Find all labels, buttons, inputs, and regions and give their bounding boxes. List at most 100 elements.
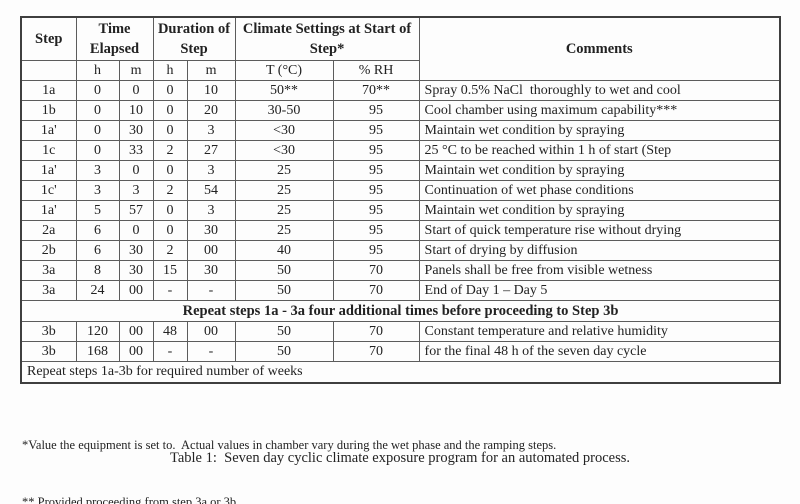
cell-te-h: 6 bbox=[75, 240, 120, 261]
cell-rh: 95 bbox=[332, 160, 420, 181]
cell-comment: Maintain wet condition by spraying bbox=[418, 200, 781, 221]
cell-comment: End of Day 1 – Day 5 bbox=[418, 280, 781, 301]
cell-d-h: 0 bbox=[152, 100, 188, 121]
climate-program-table: Step Time Elapsed Duration of Step Clima… bbox=[20, 16, 781, 384]
cell-temp: 40 bbox=[234, 240, 334, 261]
cell-d-m: 00 bbox=[186, 240, 236, 261]
repeat-footer-text: Repeat steps 1a-3b for required number o… bbox=[20, 361, 781, 384]
cell-te-h: 120 bbox=[75, 321, 120, 342]
cell-te-h: 3 bbox=[75, 160, 120, 181]
cell-te-m: 33 bbox=[118, 140, 154, 161]
cell-rh: 95 bbox=[332, 140, 420, 161]
cell-te-m: 10 bbox=[118, 100, 154, 121]
cell-temp: <30 bbox=[234, 120, 334, 141]
cell-rh: 95 bbox=[332, 240, 420, 261]
header-empty bbox=[20, 60, 77, 81]
cell-rh: 95 bbox=[332, 220, 420, 241]
cell-step: 1a' bbox=[20, 200, 77, 221]
cell-step: 1c bbox=[20, 140, 77, 161]
cell-step: 3b bbox=[20, 341, 77, 362]
cell-d-h: 0 bbox=[152, 220, 188, 241]
cell-d-h: 48 bbox=[152, 321, 188, 342]
cell-d-h: 2 bbox=[152, 240, 188, 261]
cell-d-m: 3 bbox=[186, 160, 236, 181]
cell-temp: 50 bbox=[234, 341, 334, 362]
cell-te-h: 3 bbox=[75, 180, 120, 201]
header-step: Step bbox=[20, 16, 77, 61]
repeat-banner-row: Repeat steps 1a - 3a four additional tim… bbox=[20, 300, 781, 322]
cell-temp: 30-50 bbox=[234, 100, 334, 121]
cell-temp: 50** bbox=[234, 80, 334, 101]
cell-d-m: 30 bbox=[186, 220, 236, 241]
cell-comment: Continuation of wet phase conditions bbox=[418, 180, 781, 201]
cell-d-m: 3 bbox=[186, 120, 236, 141]
cell-d-h: 0 bbox=[152, 200, 188, 221]
cell-te-h: 0 bbox=[75, 100, 120, 121]
cell-d-h: 0 bbox=[152, 160, 188, 181]
cell-te-h: 168 bbox=[75, 341, 120, 362]
cell-rh: 95 bbox=[332, 100, 420, 121]
table-row: 1a' 3 0 0 3 25 95 Maintain wet condition… bbox=[20, 160, 781, 181]
header-temp: T (°C) bbox=[234, 60, 334, 81]
cell-temp: 25 bbox=[234, 220, 334, 241]
header-rh: % RH bbox=[332, 60, 420, 81]
cell-d-m: - bbox=[186, 280, 236, 301]
cell-temp: 25 bbox=[234, 160, 334, 181]
cell-te-h: 0 bbox=[75, 140, 120, 161]
cell-d-m: 10 bbox=[186, 80, 236, 101]
cell-te-m: 00 bbox=[118, 280, 154, 301]
cell-comment: Maintain wet condition by spraying bbox=[418, 160, 781, 181]
cell-step: 3a bbox=[20, 260, 77, 281]
repeat-footer-row: Repeat steps 1a-3b for required number o… bbox=[20, 361, 781, 384]
cell-d-h: 0 bbox=[152, 120, 188, 141]
cell-comment: Constant temperature and relative humidi… bbox=[418, 321, 781, 342]
cell-rh: 70 bbox=[332, 280, 420, 301]
cell-te-m: 00 bbox=[118, 321, 154, 342]
cell-te-m: 30 bbox=[118, 120, 154, 141]
table-row: 3b 168 00 - - 50 70 for the final 48 h o… bbox=[20, 341, 781, 362]
header-d-m: m bbox=[186, 60, 236, 81]
cell-d-h: - bbox=[152, 280, 188, 301]
header-duration: Duration of Step bbox=[152, 16, 236, 61]
table-row: 1b 0 10 0 20 30-50 95 Cool chamber using… bbox=[20, 100, 781, 121]
cell-comment: Spray 0.5% NaCl thoroughly to wet and co… bbox=[418, 80, 781, 101]
cell-step: 3a bbox=[20, 280, 77, 301]
footnotes: *Value the equipment is set to. Actual v… bbox=[22, 399, 556, 504]
cell-te-h: 24 bbox=[75, 280, 120, 301]
cell-comment: Panels shall be free from visible wetnes… bbox=[418, 260, 781, 281]
cell-d-m: 30 bbox=[186, 260, 236, 281]
cell-step: 1c' bbox=[20, 180, 77, 201]
cell-step: 1a bbox=[20, 80, 77, 101]
table-row: 1a' 0 30 0 3 <30 95 Maintain wet conditi… bbox=[20, 120, 781, 141]
cell-d-h: - bbox=[152, 341, 188, 362]
footnote-2: ** Provided proceeding from step 3a or 3… bbox=[22, 494, 240, 504]
cell-temp: 25 bbox=[234, 200, 334, 221]
table-row: 1a 0 0 0 10 50** 70** Spray 0.5% NaCl th… bbox=[20, 80, 781, 101]
cell-rh: 95 bbox=[332, 200, 420, 221]
cell-d-h: 15 bbox=[152, 260, 188, 281]
cell-comment: for the final 48 h of the seven day cycl… bbox=[418, 341, 781, 362]
cell-te-h: 5 bbox=[75, 200, 120, 221]
cell-step: 2a bbox=[20, 220, 77, 241]
cell-te-h: 8 bbox=[75, 260, 120, 281]
cell-te-m: 3 bbox=[118, 180, 154, 201]
cell-te-m: 0 bbox=[118, 80, 154, 101]
cell-d-m: 54 bbox=[186, 180, 236, 201]
cell-d-m: 3 bbox=[186, 200, 236, 221]
cell-rh: 70 bbox=[332, 260, 420, 281]
cell-te-m: 30 bbox=[118, 240, 154, 261]
cell-comment: 25 °C to be reached within 1 h of start … bbox=[418, 140, 781, 161]
cell-te-m: 57 bbox=[118, 200, 154, 221]
table-row: 3a 24 00 - - 50 70 End of Day 1 – Day 5 bbox=[20, 280, 781, 301]
cell-step: 3b bbox=[20, 321, 77, 342]
table-row: 1c 0 33 2 27 <30 95 25 °C to be reached … bbox=[20, 140, 781, 161]
cell-d-m: 20 bbox=[186, 100, 236, 121]
cell-d-m: 27 bbox=[186, 140, 236, 161]
cell-d-h: 2 bbox=[152, 180, 188, 201]
cell-step: 2b bbox=[20, 240, 77, 261]
header-comments: Comments bbox=[418, 16, 781, 81]
cell-rh: 70 bbox=[332, 321, 420, 342]
table-row: 2a 6 0 0 30 25 95 Start of quick tempera… bbox=[20, 220, 781, 241]
cell-step: 1b bbox=[20, 100, 77, 121]
